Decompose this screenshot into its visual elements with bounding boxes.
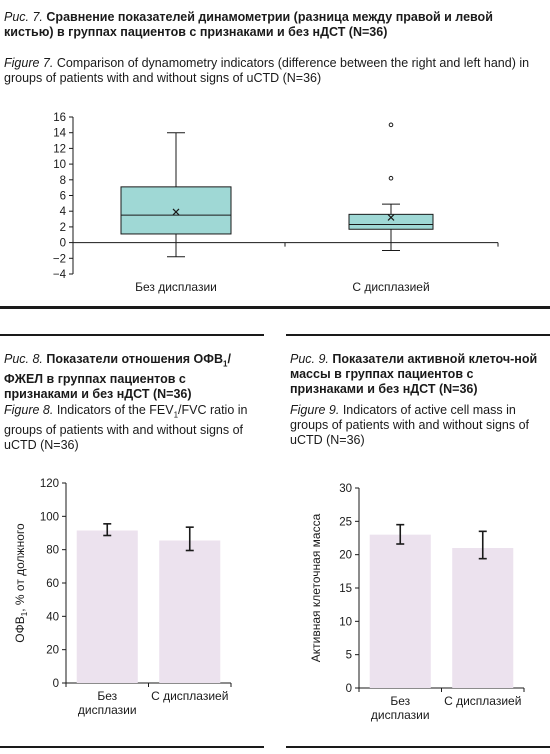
- figure7-caption-en: Figure 7. Comparison of dynamometry indi…: [4, 56, 544, 86]
- y-tick-label: 5: [346, 650, 352, 662]
- figure7-caption-ru: Рис. 7. Сравнение показателей динамометр…: [4, 10, 544, 40]
- figure7-title-en: Comparison of dynamometry indicators (di…: [4, 56, 530, 85]
- figure8-bottom-rule: [0, 746, 264, 748]
- x-category-label: дисплазии: [371, 708, 430, 722]
- y-axis-label-part: ОФВ: [13, 616, 27, 642]
- y-axis-label-part: , % от должного: [13, 523, 27, 612]
- y-axis-label: Активная клеточная масса: [309, 513, 323, 662]
- figure7-title: Сравнение показателей динамометрии (разн…: [4, 10, 493, 39]
- y-tick-label: 12: [53, 143, 66, 155]
- figure9-bottom-rule: [286, 746, 550, 748]
- x-category-label: С дисплазией: [151, 689, 228, 703]
- y-tick-label: 120: [40, 478, 59, 490]
- figure8-label: Рис. 8.: [4, 352, 43, 366]
- figure9-top-rule: [286, 334, 550, 336]
- figure8-title-en-part2: /FVC ratio in groups of patients with an…: [4, 403, 248, 452]
- y-tick-label: 25: [339, 516, 352, 528]
- figure8-label-en: Figure 8.: [4, 403, 54, 417]
- figure9-label-en: Figure 9.: [290, 403, 340, 417]
- y-tick-label: −2: [53, 253, 66, 265]
- figure8-title-part2: / ФЖЕЛ в группах пациентов с признаками …: [4, 352, 231, 401]
- figure8-title-sub: 1: [222, 359, 228, 369]
- x-category-label: Без: [390, 694, 410, 708]
- y-tick-label: 6: [60, 191, 66, 203]
- y-tick-label: 20: [339, 550, 352, 562]
- bar: [76, 530, 138, 683]
- outlier-point: [388, 175, 394, 181]
- figure9-title-en: Indicators of active cell mass in groups…: [290, 403, 530, 447]
- y-tick-label: 40: [46, 611, 59, 623]
- bar: [369, 534, 431, 688]
- x-category-label: Без: [97, 689, 117, 703]
- mean-marker: [172, 208, 180, 216]
- y-tick-label: −4: [53, 269, 67, 281]
- y-tick-label: 60: [46, 578, 59, 590]
- figure8-title-part1: Показатели отношения ОФВ: [46, 352, 223, 366]
- bar: [159, 540, 221, 683]
- y-tick-label: 100: [40, 511, 59, 523]
- figure8-caption-en: Figure 8. Indicators of the FEV1/FVC rat…: [4, 403, 262, 453]
- figure8-title-en-part1: Indicators of the FEV: [56, 403, 174, 417]
- x-category-label: дисплазии: [78, 703, 137, 717]
- figure9-caption-ru: Рис. 9. Показатели активной клеточ-ной м…: [290, 352, 546, 397]
- y-tick-label: 80: [46, 545, 59, 557]
- y-tick-label: 10: [53, 159, 66, 171]
- y-tick-label: 2: [60, 222, 66, 234]
- figure9-label: Рис. 9.: [290, 352, 329, 366]
- figure8-caption-ru: Рис. 8. Показатели отношения ОФВ1/ ФЖЕЛ …: [4, 352, 262, 402]
- figure7-label-en: Figure 7.: [4, 56, 54, 70]
- y-axis-label: ОФВ1, % от должного: [13, 523, 29, 643]
- y-tick-label: 0: [53, 678, 59, 690]
- mean-marker: [387, 214, 395, 221]
- y-tick-label: 16: [53, 112, 66, 124]
- y-tick-label: 0: [346, 683, 352, 695]
- x-category-label: Без дисплазии: [135, 280, 217, 294]
- y-axis-label-part: Активная клеточная масса: [309, 513, 323, 662]
- x-category-label: С дисплазией: [444, 694, 521, 708]
- x-category-label: С дисплазией: [352, 280, 429, 294]
- outlier-point: [388, 122, 394, 128]
- bar: [452, 548, 514, 688]
- y-tick-label: 0: [60, 238, 66, 250]
- box-iqr: [348, 213, 434, 230]
- figure9-title: Показатели активной клеточ-ной массы в г…: [290, 352, 538, 396]
- y-tick-label: 15: [339, 583, 352, 595]
- y-axis-label-part: 1: [20, 611, 29, 616]
- y-tick-label: 30: [339, 483, 352, 495]
- figure9-caption-en: Figure 9. Indicators of active cell mass…: [290, 403, 546, 448]
- y-tick-label: 20: [46, 645, 59, 657]
- figure8-top-rule: [0, 334, 264, 336]
- y-tick-label: 10: [339, 616, 352, 628]
- figure7-boxplot: −4 −2 0 2 4 6 8 10 12 14 16 Без дисплазии С дисплази…: [53, 112, 499, 294]
- y-tick-label: 14: [53, 128, 66, 140]
- y-tick-label: 4: [60, 206, 67, 218]
- y-tick-label: 8: [60, 175, 66, 187]
- figure7-label: Рис. 7.: [4, 10, 43, 24]
- box-iqr: [120, 186, 232, 235]
- figure8-title-en-sub: 1: [173, 410, 179, 420]
- figure7-bottom-rule: [0, 306, 550, 309]
